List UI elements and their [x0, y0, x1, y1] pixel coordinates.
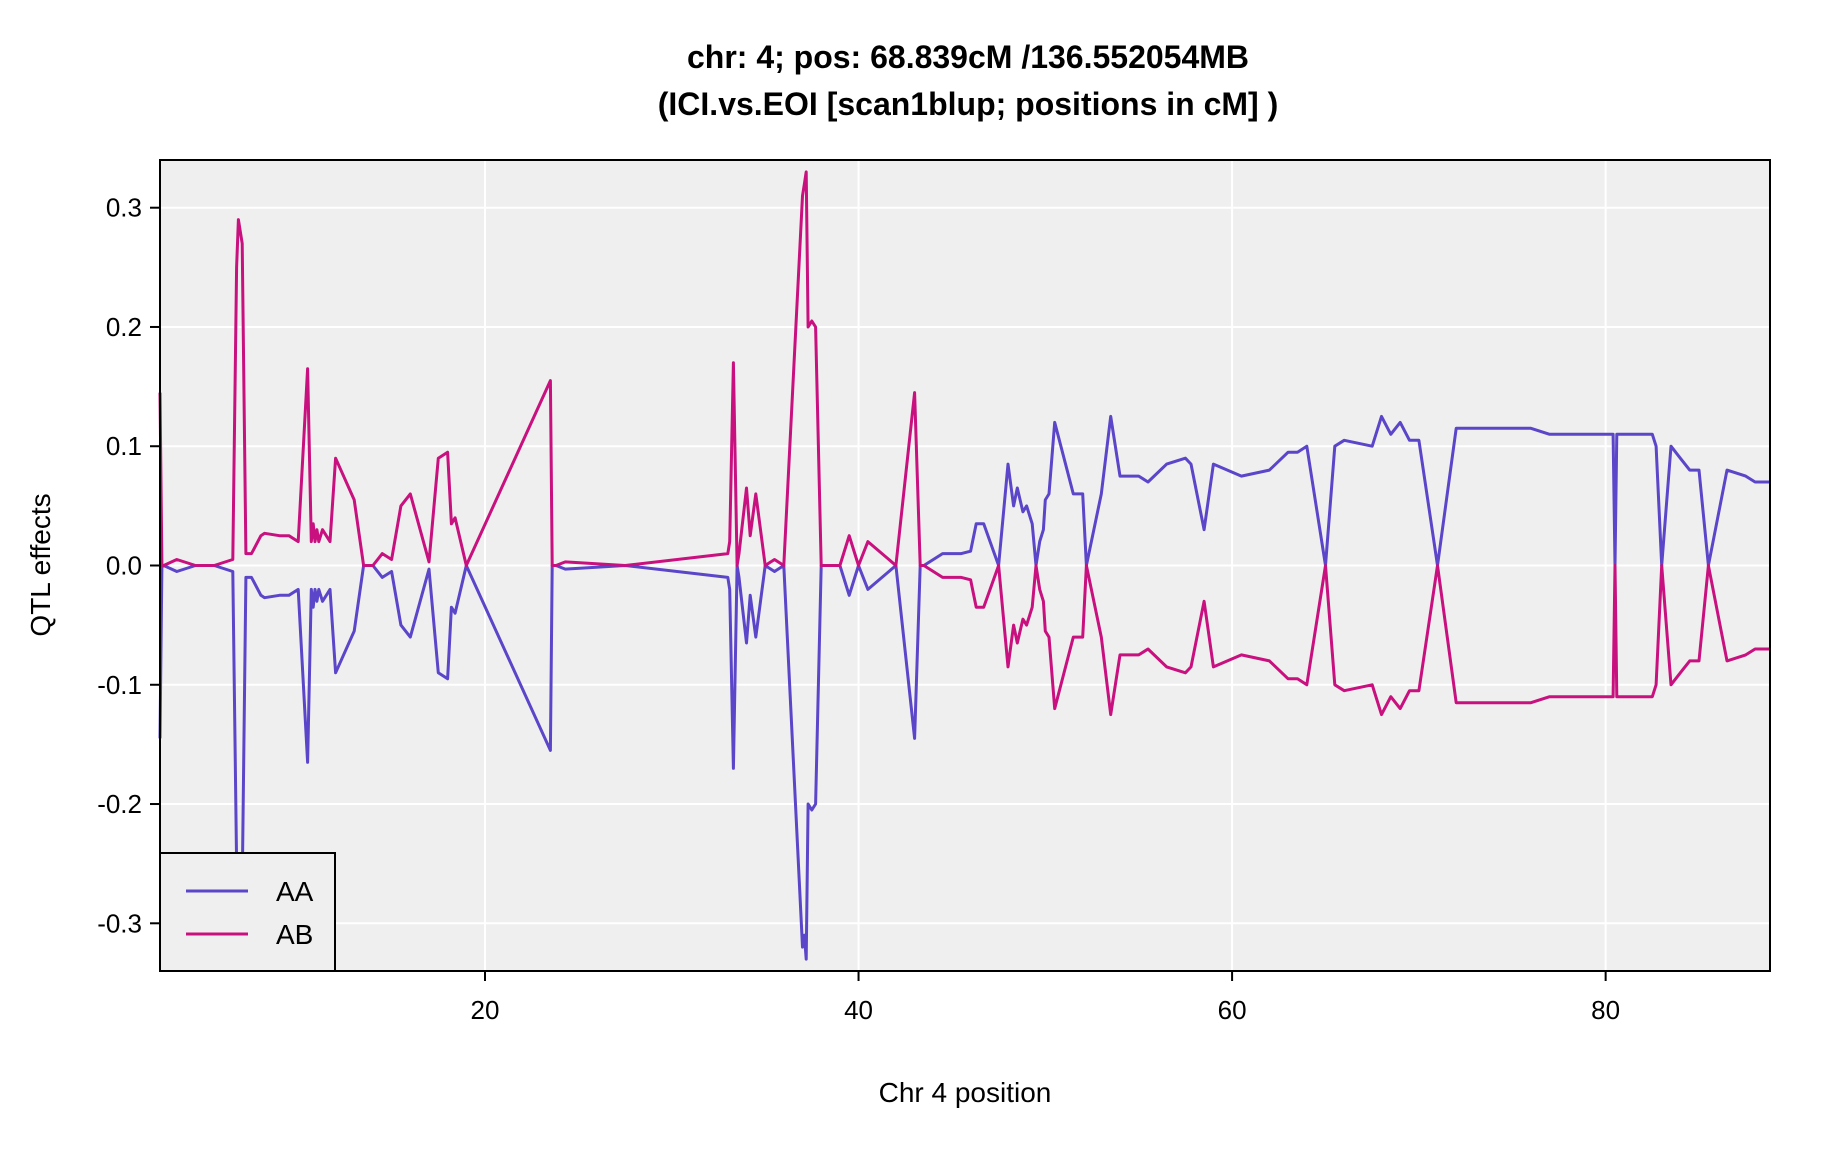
y-axis: -0.3 -0.2 -0.1 0.0 0.1 0.2 0.3	[97, 193, 160, 938]
x-tick-label: 40	[844, 995, 873, 1025]
y-tick-label: 0.3	[106, 193, 142, 223]
chart-title-line2: (ICI.vs.EOI [scan1blup; positions in cM]…	[658, 86, 1279, 122]
x-tick-label: 60	[1218, 995, 1247, 1025]
legend-label-ab: AB	[276, 919, 313, 950]
y-tick-label: 0.2	[106, 312, 142, 342]
series-line-ab	[158, 170, 1770, 717]
y-tick-label: -0.3	[97, 908, 142, 938]
x-tick-label: 20	[471, 995, 500, 1025]
gridlines	[160, 160, 1770, 971]
y-axis-label: QTL effects	[25, 493, 56, 636]
legend-label-aa: AA	[276, 876, 314, 907]
legend: AA AB	[159, 852, 336, 972]
y-tick-label: 0.1	[106, 431, 142, 461]
y-tick-label: -0.1	[97, 670, 142, 700]
x-tick-label: 80	[1591, 995, 1620, 1025]
x-axis-label: Chr 4 position	[879, 1077, 1052, 1108]
y-tick-label: 0.0	[106, 551, 142, 581]
series-lines	[158, 170, 1770, 961]
y-tick-label: -0.2	[97, 789, 142, 819]
legend-box	[159, 852, 336, 972]
chart-title-line1: chr: 4; pos: 68.839cM /136.552054MB	[687, 39, 1249, 75]
x-axis: 20 40 60 80	[471, 971, 1620, 1025]
